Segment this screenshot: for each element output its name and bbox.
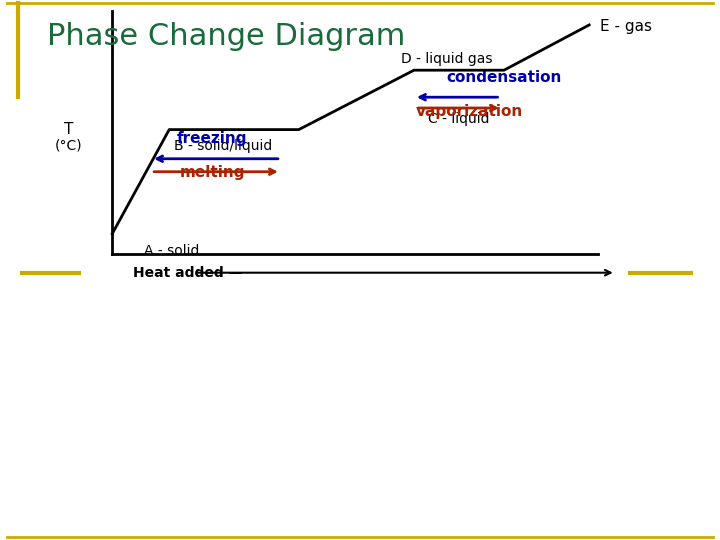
Text: melting: melting: [180, 165, 245, 180]
Text: Heat added —: Heat added —: [133, 266, 243, 280]
Text: T: T: [63, 122, 73, 137]
Text: vaporization: vaporization: [415, 104, 523, 119]
Text: D - liquid gas: D - liquid gas: [400, 52, 492, 66]
Text: E - gas: E - gas: [600, 19, 652, 35]
Text: condensation: condensation: [446, 70, 562, 85]
Text: A - solid: A - solid: [144, 244, 199, 258]
Text: C - liquid: C - liquid: [428, 112, 490, 126]
Text: (°C): (°C): [55, 139, 82, 153]
Text: B - solid/liquid: B - solid/liquid: [174, 139, 272, 153]
Text: freezing: freezing: [177, 131, 248, 146]
Text: Phase Change Diagram: Phase Change Diagram: [47, 22, 405, 51]
